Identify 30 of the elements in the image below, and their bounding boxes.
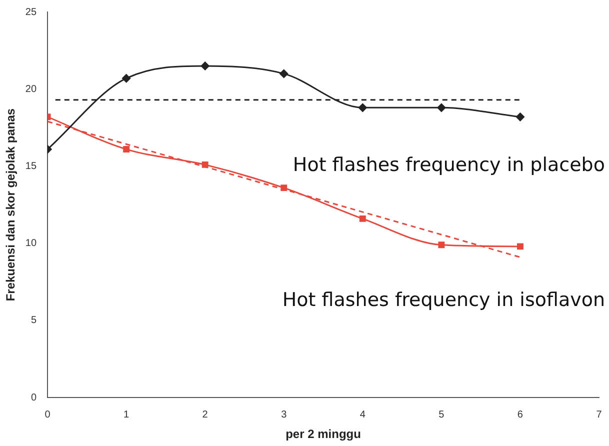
point (123, 146, 130, 152)
y-tick-label: 5 (30, 315, 37, 326)
point (122, 74, 131, 83)
x-tick-label: 2 (202, 409, 208, 420)
point (202, 161, 208, 168)
x-tick-label: 7 (596, 409, 602, 420)
x-tick-label: 1 (124, 409, 130, 420)
x-tick-label: 3 (281, 409, 288, 420)
y-tick-label: 15 (25, 160, 37, 172)
annotation: Hot flashes frequency in placebo (292, 154, 605, 176)
x-axis-title: per 2 minggu (286, 427, 361, 442)
point (438, 242, 445, 248)
x-tick-label: 6 (517, 409, 524, 420)
point (280, 69, 288, 78)
y-tick-label: 25 (25, 6, 37, 18)
y-tick-label: 0 (30, 392, 37, 404)
point (358, 103, 367, 112)
annotation: Hot flashes frequency in isoflavon (282, 289, 605, 312)
point (200, 62, 210, 70)
point (359, 215, 366, 222)
point (516, 112, 524, 122)
y-axis-title: Frekuensi dan skor gejolak panas (4, 108, 18, 302)
point (437, 103, 446, 112)
point (280, 184, 288, 192)
y-tick-label: 20 (25, 84, 37, 95)
y-tick-label: 10 (25, 238, 37, 250)
point (516, 243, 524, 250)
x-tick-label: 0 (44, 409, 51, 420)
x-tick-label: 4 (360, 409, 366, 420)
x-tick-label: 5 (438, 409, 445, 420)
